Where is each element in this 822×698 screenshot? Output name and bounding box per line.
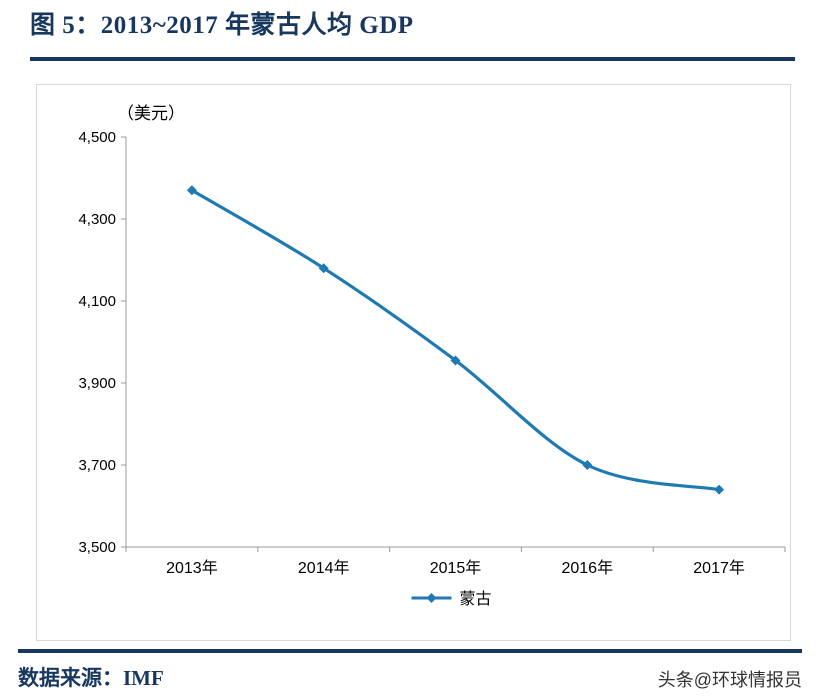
data-point-marker — [318, 263, 329, 274]
y-tick-label: 4,300 — [78, 211, 116, 228]
figure-title: 图 5：2013~2017 年蒙古人均 GDP — [30, 12, 414, 39]
y-axis-unit-label: （美元） — [117, 104, 185, 123]
data-point-marker — [450, 355, 461, 366]
y-tick-label: 3,700 — [78, 457, 116, 474]
x-tick-label: 2013年 — [166, 559, 218, 577]
x-tick-label: 2015年 — [430, 559, 482, 577]
series-line — [190, 188, 721, 492]
x-tick-label: 2017年 — [693, 559, 745, 577]
watermark-label: 头条@环球情报员 — [657, 670, 802, 690]
legend-marker — [426, 593, 437, 603]
top-divider — [30, 57, 795, 61]
data-point-marker — [714, 484, 725, 495]
x-tick-label: 2016年 — [561, 559, 613, 577]
legend-label: 蒙古 — [460, 590, 492, 608]
y-tick-label: 3,900 — [78, 375, 116, 392]
data-source-label: 数据来源：IMF — [18, 666, 164, 690]
y-tick-label: 3,500 — [78, 539, 116, 556]
data-point-marker — [582, 460, 593, 470]
bottom-divider — [18, 649, 802, 653]
x-tick-label: 2014年 — [298, 559, 350, 577]
y-tick-label: 4,100 — [78, 293, 116, 310]
chart-container: （美元） 3,500 3,700 3,900 4,100 4,300 4,500 2013年 2… — [36, 84, 791, 641]
data-point-marker — [186, 185, 197, 196]
gdp-line-chart: （美元） 3,500 3,700 3,900 4,100 4,300 4,500 2013年 2… — [78, 104, 786, 608]
y-tick-label: 4,500 — [78, 129, 116, 146]
